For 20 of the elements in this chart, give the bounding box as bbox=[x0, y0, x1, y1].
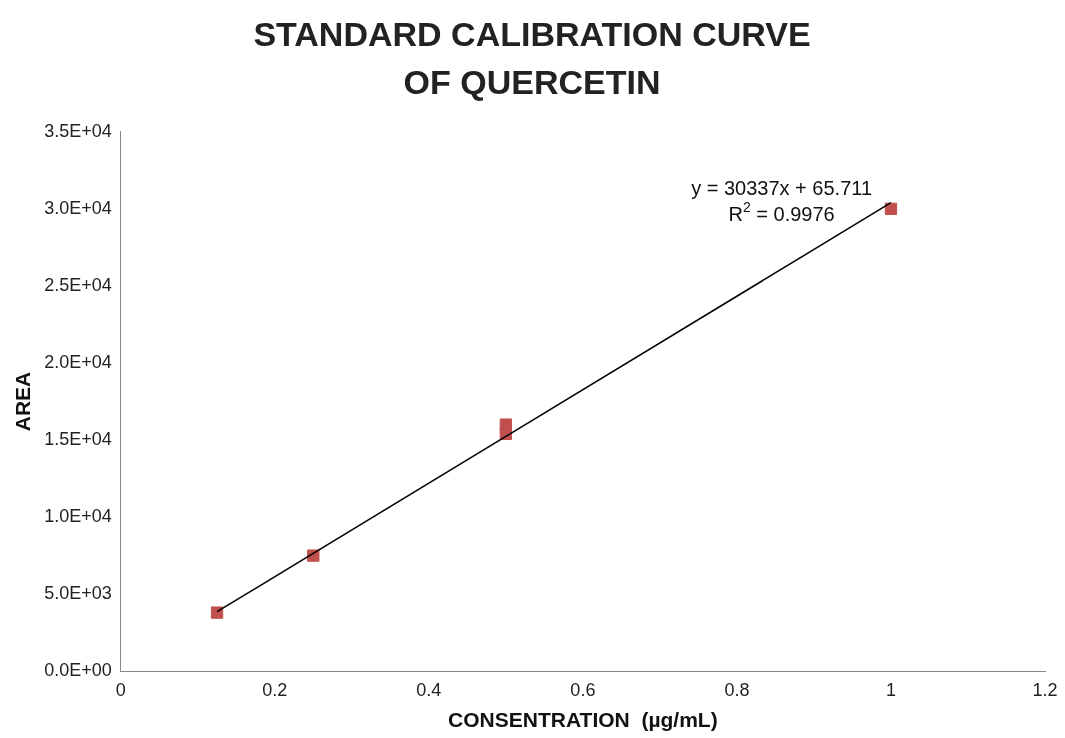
y-tick-label: 5.0E+03 bbox=[44, 583, 112, 604]
y-tick-label: 1.5E+04 bbox=[44, 429, 112, 449]
y-tick-label: 3.0E+04 bbox=[44, 197, 112, 218]
x-tick-label: 0.2 bbox=[262, 679, 288, 700]
y-tick-label: 2.5E+04 bbox=[44, 274, 112, 295]
y-tick-label: 1.0E+04 bbox=[44, 506, 112, 527]
x-tick-label: 1 bbox=[885, 679, 896, 700]
y-axis-title: AREA bbox=[11, 371, 35, 432]
x-axis-title: CONSENTRATION (µg/mL) bbox=[448, 708, 718, 732]
point bbox=[210, 606, 224, 619]
y-tick-label: 0.0E+00 bbox=[44, 660, 112, 681]
x-tick-label: 0 bbox=[115, 679, 126, 700]
x-tick-label: 0.8 bbox=[724, 679, 750, 700]
x-tick-label: 1.2 bbox=[1032, 679, 1058, 700]
chart-title: STANDARD CALIBRATION CURVE OF QUERCETIN bbox=[252, 14, 812, 103]
annotation: y = 30337x + 65.711 bbox=[691, 177, 873, 200]
y-tick-label: 3.5E+04 bbox=[44, 120, 112, 141]
x-tick-label: 0.4 bbox=[416, 679, 442, 700]
x-tick-label: 0.6 bbox=[570, 679, 596, 700]
y-tick-label: 2.0E+04 bbox=[44, 351, 112, 372]
